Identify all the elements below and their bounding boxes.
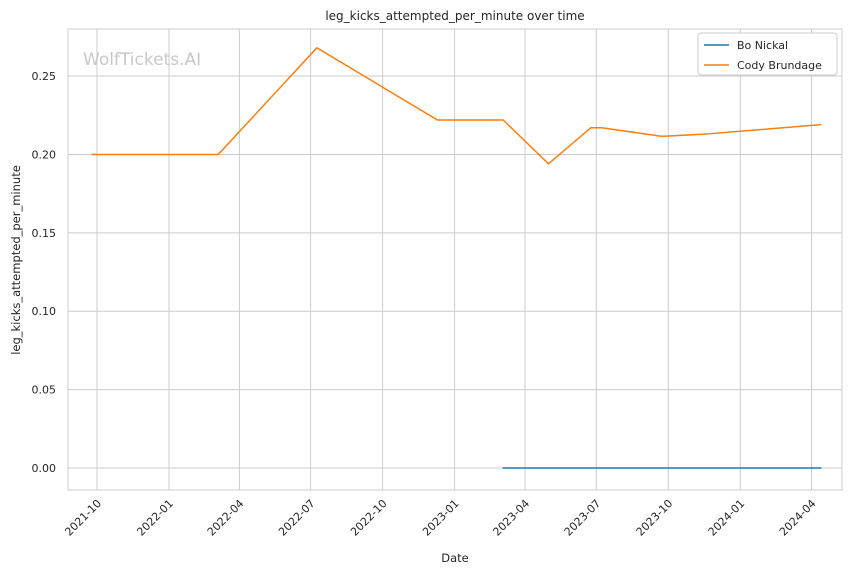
x-tick-label: 2022-01 <box>134 497 176 539</box>
x-tick-label: 2023-07 <box>562 497 604 539</box>
legend: Bo Nickal Cody Brundage <box>697 32 838 76</box>
series-lines <box>91 47 822 469</box>
y-tick-label: 0.10 <box>32 305 57 318</box>
x-tick-label: 2022-10 <box>348 497 390 539</box>
series-line-cody-brundage <box>91 47 822 165</box>
legend-label: Bo Nickal <box>737 39 788 52</box>
y-tick-label: 0.20 <box>32 148 57 161</box>
chart-title: leg_kicks_attempted_per_minute over time <box>325 9 584 23</box>
x-tick-label: 2023-01 <box>420 497 462 539</box>
legend-label: Cody Brundage <box>737 59 822 72</box>
legend-box <box>697 32 838 76</box>
watermark: WolfTickets.AI <box>83 50 201 70</box>
x-tick-label: 2021-10 <box>62 497 104 539</box>
x-tick-label: 2024-04 <box>777 497 819 539</box>
gridlines <box>68 29 842 490</box>
y-tick-label: 0.25 <box>32 70 57 83</box>
y-axis-label: leg_kicks_attempted_per_minute <box>9 165 23 355</box>
x-tick-label: 2023-04 <box>490 497 532 539</box>
plot-frame <box>67 28 843 491</box>
x-axis-label: Date <box>441 551 469 565</box>
y-tick-label: 0.00 <box>32 462 57 475</box>
x-tick-label: 2024-01 <box>706 497 748 539</box>
x-tick-label: 2022-04 <box>205 497 247 539</box>
x-tick-label: 2022-07 <box>276 497 318 539</box>
y-tick-label: 0.15 <box>32 227 57 240</box>
x-tick-label: 2023-10 <box>634 497 676 539</box>
y-tick-label: 0.05 <box>32 384 57 397</box>
y-tick-labels: 0.00 0.05 0.10 0.15 0.20 0.25 <box>32 70 57 475</box>
x-tick-labels: 2021-10 2022-01 2022-04 2022-07 2022-10 2023-… <box>62 497 818 539</box>
